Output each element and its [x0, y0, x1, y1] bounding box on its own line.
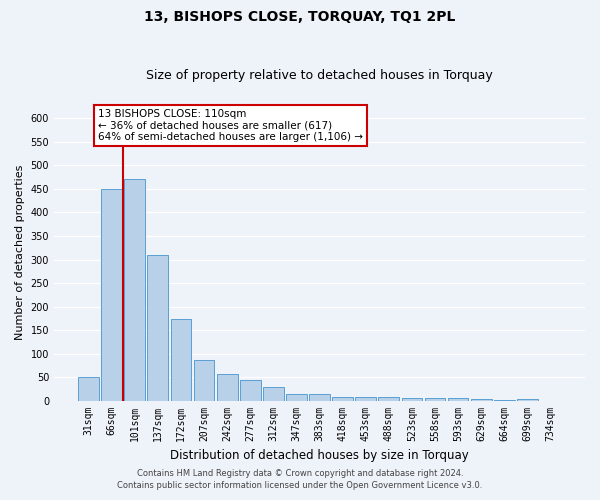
Bar	[286, 394, 307, 401]
Bar	[425, 398, 445, 401]
Title: Size of property relative to detached houses in Torquay: Size of property relative to detached ho…	[146, 69, 493, 82]
Text: 13, BISHOPS CLOSE, TORQUAY, TQ1 2PL: 13, BISHOPS CLOSE, TORQUAY, TQ1 2PL	[145, 10, 455, 24]
Bar	[401, 398, 422, 401]
Bar	[148, 255, 168, 401]
Text: Contains HM Land Registry data © Crown copyright and database right 2024.
Contai: Contains HM Land Registry data © Crown c…	[118, 468, 482, 490]
Bar	[101, 189, 122, 401]
Bar	[332, 398, 353, 401]
Bar	[240, 380, 260, 401]
Bar	[78, 376, 99, 401]
Bar	[217, 374, 238, 401]
Bar	[517, 398, 538, 401]
Bar	[448, 398, 469, 401]
Bar	[379, 398, 399, 401]
Y-axis label: Number of detached properties: Number of detached properties	[15, 165, 25, 340]
Bar	[263, 387, 284, 401]
Bar	[309, 394, 330, 401]
X-axis label: Distribution of detached houses by size in Torquay: Distribution of detached houses by size …	[170, 450, 469, 462]
Text: 13 BISHOPS CLOSE: 110sqm
← 36% of detached houses are smaller (617)
64% of semi-: 13 BISHOPS CLOSE: 110sqm ← 36% of detach…	[98, 108, 363, 142]
Bar	[194, 360, 214, 401]
Bar	[355, 398, 376, 401]
Bar	[494, 400, 515, 401]
Bar	[471, 398, 491, 401]
Bar	[170, 318, 191, 401]
Bar	[124, 180, 145, 401]
